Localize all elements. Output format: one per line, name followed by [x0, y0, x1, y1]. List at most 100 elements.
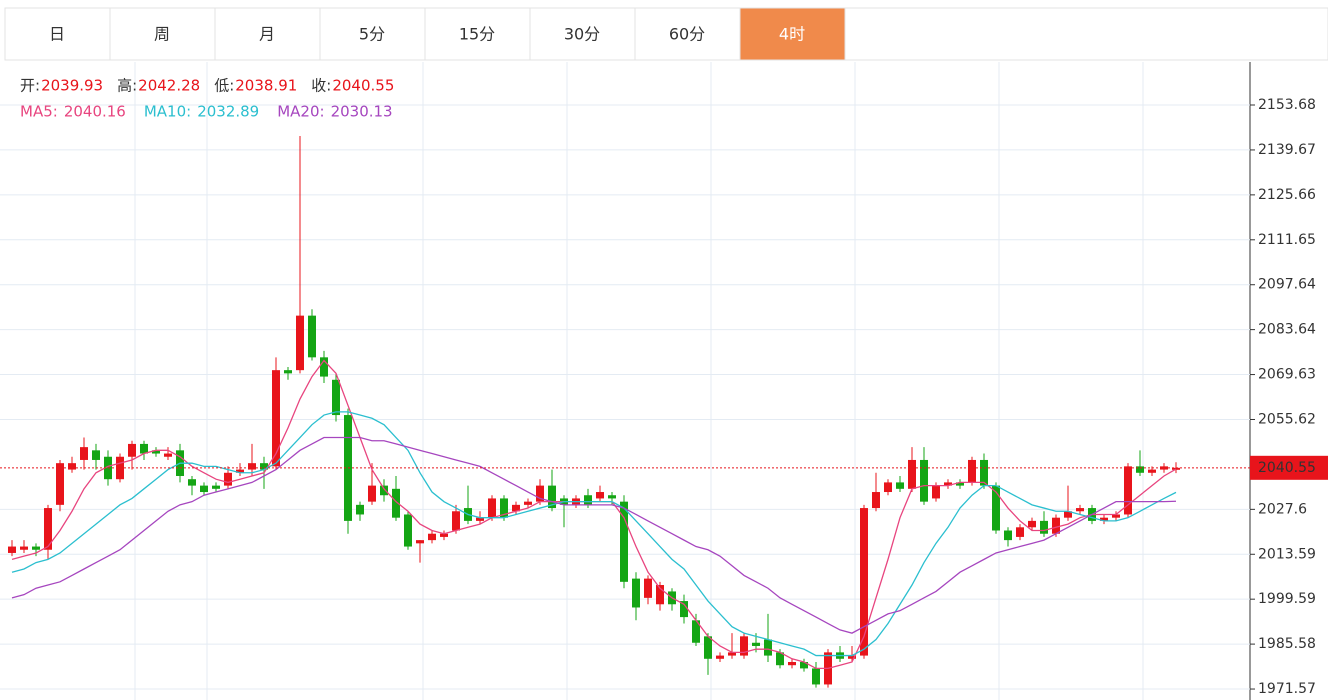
candle-body	[812, 668, 820, 685]
ohlc-value: 2038.91	[235, 77, 297, 95]
tab[interactable]	[529, 7, 636, 61]
y-tick-label: 2069.63	[1258, 367, 1316, 383]
candle-body	[1076, 508, 1084, 512]
tab[interactable]	[739, 7, 846, 61]
candle-body	[380, 485, 388, 496]
candle-body	[740, 636, 748, 656]
candle-body	[524, 501, 532, 505]
candle-body	[884, 482, 892, 493]
candle-body	[536, 485, 544, 502]
tab[interactable]	[424, 7, 531, 61]
tab-label[interactable]: 日	[49, 25, 65, 44]
ma-line	[11, 411, 1177, 657]
candle-body	[908, 459, 916, 489]
candle-body	[644, 578, 652, 598]
candle-body	[212, 485, 220, 489]
candle-body	[860, 508, 868, 656]
tab-label[interactable]: 30分	[564, 25, 600, 44]
plot-area	[0, 62, 1250, 700]
y-tick-label: 2055.62	[1258, 411, 1316, 427]
candle-body	[1124, 466, 1132, 515]
candle-body	[1172, 467, 1180, 470]
tab-label[interactable]: 5分	[359, 25, 385, 44]
tab-label[interactable]: 周	[154, 25, 170, 44]
candle-body	[1040, 520, 1048, 534]
tab-label[interactable]: 4时	[779, 25, 805, 44]
ohlc-value: 2040.55	[332, 77, 394, 95]
candle-body	[752, 642, 760, 646]
candle-body	[428, 533, 436, 541]
candle-body	[128, 443, 136, 457]
tab-label[interactable]: 60分	[669, 25, 705, 44]
tab[interactable]	[214, 7, 321, 61]
candle-body	[584, 495, 592, 505]
tab[interactable]	[4, 7, 111, 61]
candle-body	[776, 652, 784, 666]
legend-value: 2030.13	[331, 103, 393, 121]
candle-body	[200, 485, 208, 493]
candle-body	[416, 540, 424, 544]
candle-body	[56, 463, 64, 505]
candle-body	[296, 315, 304, 371]
y-tick-label: 2083.64	[1258, 322, 1316, 338]
candle-body	[452, 511, 460, 531]
candle-body	[620, 501, 628, 582]
candle-body	[800, 661, 808, 669]
legend-value: 2040.16	[64, 103, 126, 121]
tab[interactable]	[319, 7, 426, 61]
candle-body	[500, 498, 508, 518]
legend-name: MA10:	[144, 103, 191, 121]
tab-label[interactable]: 15分	[459, 25, 495, 44]
candle-body	[92, 450, 100, 460]
y-tick-label: 2013.59	[1258, 546, 1316, 562]
y-tick-label: 2111.65	[1258, 232, 1316, 248]
candle-body	[164, 453, 172, 457]
candle-body	[1064, 511, 1072, 518]
candle-body	[920, 459, 928, 502]
y-tick-label: 2153.68	[1258, 97, 1316, 113]
candle-body	[260, 463, 268, 470]
candle-body	[980, 459, 988, 486]
candle-body	[932, 485, 940, 499]
legend-name: MA5:	[20, 103, 58, 121]
ohlc-value: 2039.93	[41, 77, 103, 95]
candle-body	[632, 578, 640, 608]
candle-body	[1112, 514, 1120, 518]
candle-body	[140, 443, 148, 454]
candle-body	[716, 655, 724, 659]
candle-body	[332, 379, 340, 416]
candle-body	[1136, 466, 1144, 473]
tab[interactable]	[634, 7, 741, 61]
last-price-box	[1250, 455, 1328, 480]
candle-body	[764, 639, 772, 656]
candle-body	[80, 447, 88, 460]
tab[interactable]	[109, 7, 216, 61]
candle-body	[224, 472, 232, 486]
y-tick-label: 2139.67	[1258, 142, 1316, 158]
tab-label[interactable]: 月	[259, 25, 275, 44]
y-tick-label: 1971.57	[1258, 681, 1316, 697]
candle-body	[992, 485, 1000, 531]
legend-value: 2032.89	[197, 103, 259, 121]
candle-body	[728, 652, 736, 656]
candle-body	[680, 601, 688, 618]
ohlc-value: 2042.28	[138, 77, 200, 95]
candle-body	[788, 661, 796, 666]
candle-body	[896, 482, 904, 489]
candle-body	[596, 492, 604, 499]
y-tick-label: 2097.64	[1258, 277, 1316, 293]
ma-line	[11, 436, 1177, 634]
y-tick-label: 2027.6	[1258, 501, 1307, 517]
ohlc-label: 高:	[117, 77, 137, 95]
candle-body	[20, 546, 28, 550]
last-price-label: 2040.55	[1258, 460, 1316, 476]
candle-body	[236, 469, 244, 473]
candle-body	[608, 495, 616, 499]
candle-body	[308, 315, 316, 358]
candle-body	[356, 504, 364, 515]
candle-body	[968, 459, 976, 483]
y-tick-label: 1999.59	[1258, 591, 1316, 607]
candle-body	[944, 482, 952, 486]
candle-body	[440, 533, 448, 537]
